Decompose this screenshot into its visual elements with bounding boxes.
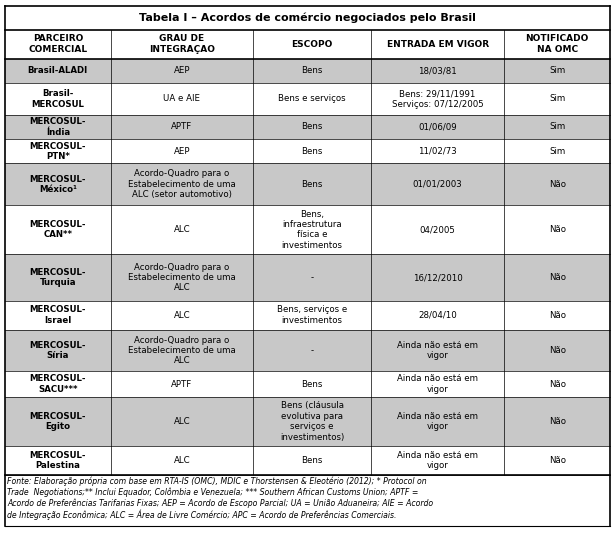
Bar [5, 83, 610, 115]
Bar [5, 372, 610, 397]
Text: Bens: Bens [301, 180, 323, 189]
Text: Tabela I – Acordos de comércio negociados pelo Brasil: Tabela I – Acordos de comércio negociado… [139, 13, 476, 23]
Text: MERCOSUL-
Índia: MERCOSUL- Índia [30, 117, 86, 136]
Text: 11/02/73: 11/02/73 [418, 147, 457, 156]
Text: MERCOSUL-
Palestina: MERCOSUL- Palestina [30, 451, 86, 470]
Text: 28/04/10: 28/04/10 [418, 311, 457, 320]
Text: Acordo-Quadro para o
Estabelecimento de uma
ALC: Acordo-Quadro para o Estabelecimento de … [128, 263, 236, 293]
Bar [5, 115, 610, 139]
Text: -: - [311, 346, 314, 355]
Text: 01/06/09: 01/06/09 [418, 123, 457, 132]
Text: Bens (cláusula
evolutiva para
serviços e
investimentos): Bens (cláusula evolutiva para serviços e… [280, 401, 344, 442]
Text: MERCOSUL-
México¹: MERCOSUL- México¹ [30, 174, 86, 194]
Text: Brasil-
MERCOSUL: Brasil- MERCOSUL [31, 89, 84, 109]
Text: Não: Não [549, 311, 566, 320]
Bar [5, 301, 610, 330]
Text: Ainda não está em
vigor: Ainda não está em vigor [397, 412, 478, 431]
Text: MERCOSUL-
SACU***: MERCOSUL- SACU*** [30, 374, 86, 394]
Text: ESCOPO: ESCOPO [292, 39, 333, 49]
Bar [5, 139, 610, 164]
Text: ALC: ALC [173, 417, 190, 426]
Text: MERCOSUL-
Turquia: MERCOSUL- Turquia [30, 268, 86, 287]
Text: Bens,
infraestrutura
física e
investimentos: Bens, infraestrutura física e investimen… [282, 209, 343, 250]
Text: -: - [311, 273, 314, 282]
Text: Sim: Sim [549, 147, 565, 156]
Text: APTF: APTF [172, 379, 192, 389]
Text: Não: Não [549, 225, 566, 234]
Text: MERCOSUL-
Egito: MERCOSUL- Egito [30, 412, 86, 431]
Bar [5, 29, 610, 59]
Text: Não: Não [549, 417, 566, 426]
Text: AEP: AEP [173, 147, 190, 156]
Text: Sim: Sim [549, 123, 565, 132]
Text: Fonte: Elaboração própria com base em RTA-IS (OMC), MDIC e Thorstensen & Eleotér: Fonte: Elaboração própria com base em RT… [7, 477, 434, 520]
Text: PARCEIRO
COMERCIAL: PARCEIRO COMERCIAL [28, 34, 87, 54]
Bar [5, 205, 610, 254]
Text: MERCOSUL-
Síria: MERCOSUL- Síria [30, 341, 86, 360]
Text: GRAU DE
INTEGRAÇAO: GRAU DE INTEGRAÇAO [149, 34, 215, 54]
Text: Bens, serviços e
investimentos: Bens, serviços e investimentos [277, 305, 347, 325]
Text: Não: Não [549, 379, 566, 389]
Text: Não: Não [549, 346, 566, 355]
Text: UA e AIE: UA e AIE [164, 94, 200, 103]
Text: Sim: Sim [549, 94, 565, 103]
Text: Bens e serviços: Bens e serviços [278, 94, 346, 103]
Text: Sim: Sim [549, 66, 565, 75]
Text: ALC: ALC [173, 225, 190, 234]
Text: 01/01/2003: 01/01/2003 [413, 180, 462, 189]
Text: Brasil-ALADI: Brasil-ALADI [28, 66, 88, 75]
Text: AEP: AEP [173, 66, 190, 75]
Text: APTF: APTF [172, 123, 192, 132]
Text: Não: Não [549, 180, 566, 189]
Text: 16/12/2010: 16/12/2010 [413, 273, 462, 282]
Text: ALC: ALC [173, 311, 190, 320]
Text: Bens: Bens [301, 147, 323, 156]
Text: MERCOSUL-
CAN**: MERCOSUL- CAN** [30, 220, 86, 239]
Text: ALC: ALC [173, 456, 190, 465]
Bar [5, 330, 610, 372]
Text: NOTIFICADO
NA OMC: NOTIFICADO NA OMC [525, 34, 589, 54]
Bar [5, 254, 610, 301]
Text: MERCOSUL-
Israel: MERCOSUL- Israel [30, 305, 86, 325]
Text: Bens: Bens [301, 456, 323, 465]
Bar [5, 397, 610, 446]
Bar [5, 446, 610, 475]
Text: Bens: Bens [301, 379, 323, 389]
Text: Bens: Bens [301, 123, 323, 132]
Text: 04/2005: 04/2005 [419, 225, 456, 234]
Text: Acordo-Quadro para o
Estabelecimento de uma
ALC (setor automotivo): Acordo-Quadro para o Estabelecimento de … [128, 169, 236, 199]
Text: Ainda não está em
vigor: Ainda não está em vigor [397, 374, 478, 394]
Text: MERCOSUL-
PTN*: MERCOSUL- PTN* [30, 142, 86, 161]
Text: Bens: Bens [301, 66, 323, 75]
Text: Bens: 29/11/1991
Serviços: 07/12/2005: Bens: 29/11/1991 Serviços: 07/12/2005 [392, 89, 483, 109]
Text: Não: Não [549, 273, 566, 282]
Text: 18/03/81: 18/03/81 [418, 66, 457, 75]
Text: Acordo-Quadro para o
Estabelecimento de uma
ALC: Acordo-Quadro para o Estabelecimento de … [128, 336, 236, 366]
Text: Ainda não está em
vigor: Ainda não está em vigor [397, 341, 478, 360]
Text: Não: Não [549, 456, 566, 465]
Text: ENTRADA EM VIGOR: ENTRADA EM VIGOR [387, 39, 489, 49]
Bar [5, 164, 610, 205]
Bar [5, 59, 610, 83]
Text: Ainda não está em
vigor: Ainda não está em vigor [397, 451, 478, 470]
